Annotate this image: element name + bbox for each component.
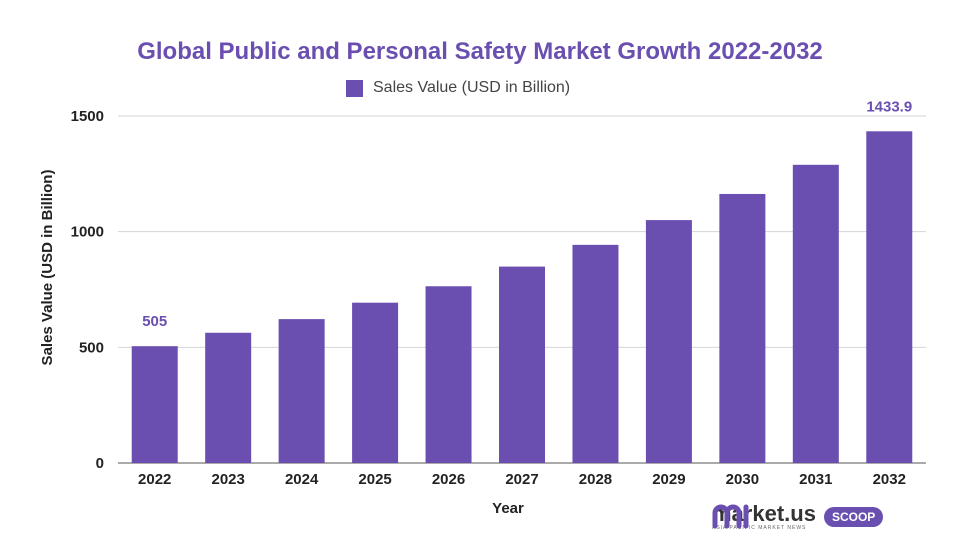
legend-label: Sales Value (USD in Billion): [373, 79, 571, 96]
bar-2028: [572, 244, 619, 463]
legend-swatch: [346, 79, 363, 97]
y-tick-label: 0: [96, 455, 104, 472]
y-tick-label: 1500: [71, 108, 104, 125]
market-us-logo-icon: [712, 504, 749, 529]
x-tick-label: 2030: [726, 471, 759, 488]
brand-tagline: ASIA PACIFIC MARKET NEWS: [712, 525, 807, 531]
bar-2024: [278, 319, 325, 463]
x-tick-label: 2024: [285, 471, 319, 488]
bar-2022: [131, 346, 178, 463]
y-tick-label: 500: [79, 339, 104, 356]
x-tick-label: 2023: [211, 471, 244, 488]
bar-2030: [719, 193, 766, 463]
legend: Sales Value (USD in Billion): [346, 79, 570, 97]
bar-2027: [499, 266, 545, 463]
x-tick-label: 2028: [579, 471, 612, 488]
y-axis-title: Sales Value (USD in Billion): [39, 170, 56, 366]
data-label: 505: [142, 313, 167, 330]
x-tick-label: 2031: [799, 471, 832, 488]
bar-2025: [352, 302, 399, 463]
y-tick-label: 1000: [71, 224, 104, 241]
brand-logo: market.us ASIA PACIFIC MARKET NEWS SCOOP: [712, 503, 884, 531]
x-axis-title: Year: [492, 500, 524, 517]
bar-2029: [645, 220, 692, 463]
x-tick-label: 2032: [873, 471, 906, 488]
brand-badge: SCOOP: [823, 507, 884, 527]
x-tick-label: 2029: [652, 471, 685, 488]
bar-2026: [425, 286, 472, 463]
bar-2032: [866, 131, 913, 463]
x-tick-label: 2026: [432, 471, 465, 488]
chart-title: Global Public and Personal Safety Market…: [137, 38, 823, 65]
x-tick-label: 2027: [505, 471, 538, 488]
x-tick-label: 2025: [358, 471, 391, 488]
bar-2023: [205, 332, 252, 463]
x-tick-label: 2022: [138, 471, 171, 488]
data-label: 1433.9: [866, 98, 912, 115]
bar-2031: [792, 164, 839, 463]
